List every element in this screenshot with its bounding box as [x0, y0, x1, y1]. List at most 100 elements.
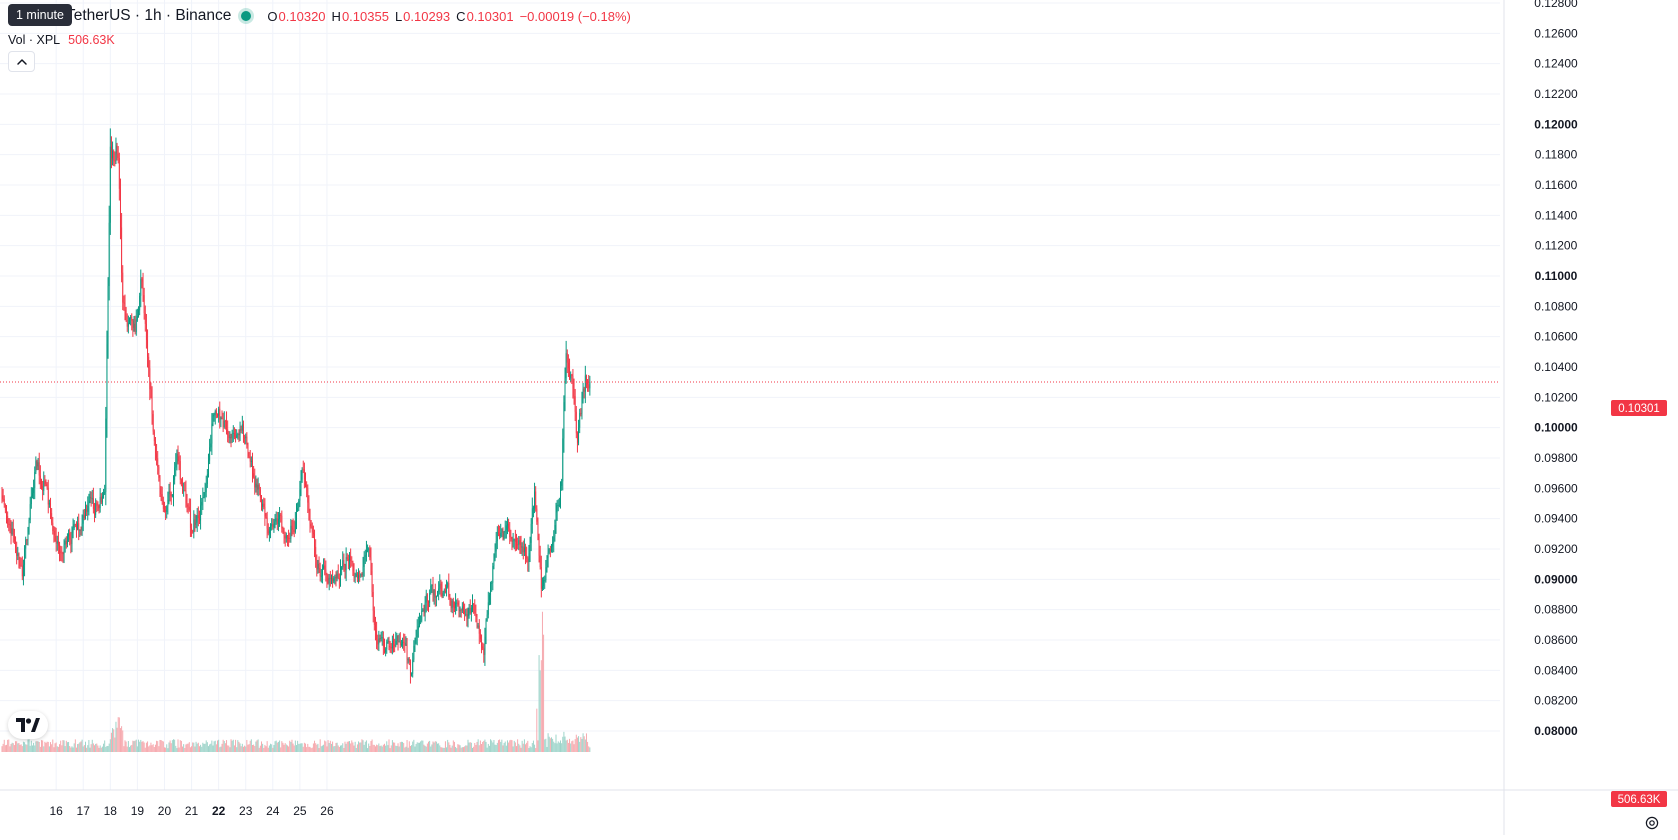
- open-label: O: [267, 8, 278, 24]
- volume-bar: [408, 741, 410, 752]
- volume-label[interactable]: Vol · XPL: [8, 33, 61, 47]
- volume-bar: [213, 741, 215, 752]
- volume-bar: [214, 740, 216, 752]
- candle-body: [377, 639, 379, 645]
- candle-body: [490, 583, 492, 596]
- candle-body: [458, 604, 460, 612]
- tradingview-logo[interactable]: [8, 711, 48, 739]
- candle-body: [141, 278, 143, 282]
- volume-bar: [353, 745, 355, 752]
- y-tick-label: 0.09800: [1534, 451, 1578, 465]
- candle-body: [257, 484, 259, 490]
- volume-bar: [468, 742, 470, 752]
- candle-body: [249, 456, 251, 462]
- candle-body: [566, 353, 568, 363]
- candle-body: [285, 535, 287, 539]
- volume-bar: [46, 741, 48, 752]
- candle-body: [396, 636, 398, 641]
- time-axis[interactable]: 16 17 18 19 20 21 22 23 24 25 26: [0, 789, 1678, 818]
- candle-body: [3, 498, 5, 505]
- candle-body: [303, 469, 305, 480]
- candle-body: [41, 484, 42, 486]
- candle-body: [139, 295, 141, 311]
- candle-body: [485, 620, 487, 637]
- volume-bar: [64, 746, 66, 752]
- candle-body: [106, 344, 108, 419]
- volume-bar: [510, 739, 512, 752]
- candle-body: [476, 617, 478, 626]
- candle-body: [434, 589, 436, 598]
- volume-bar: [245, 746, 247, 752]
- candle-body: [160, 487, 162, 495]
- volume-bar: [364, 741, 366, 752]
- candle-body: [131, 316, 133, 321]
- volume-bar: [220, 746, 222, 752]
- volume-bar: [193, 742, 195, 752]
- candle-body: [321, 568, 323, 576]
- volume-bar: [544, 739, 546, 752]
- y-tick-label: 0.09000: [1534, 572, 1578, 586]
- candle-body: [11, 528, 13, 535]
- candle-body: [279, 514, 281, 520]
- candle-body: [507, 523, 508, 526]
- price-axis[interactable]: 0.12800 0.12600 0.12400 0.12200 0.12000 0.118…: [1503, 0, 1578, 835]
- change-value: −0.00019 (−0.18%): [519, 8, 631, 24]
- candle-body: [171, 495, 173, 497]
- candle-body: [540, 567, 542, 589]
- volume-bar: [179, 740, 181, 752]
- volume-bar: [279, 740, 281, 752]
- volume-bar: [496, 742, 498, 752]
- candle-body: [1, 489, 3, 496]
- volume-bar: [339, 745, 341, 752]
- candle-body: [167, 499, 169, 507]
- candle-body: [215, 410, 217, 414]
- candle-body: [481, 638, 482, 647]
- candle-body: [228, 434, 230, 439]
- volume-bar: [302, 746, 304, 752]
- symbol-title[interactable]: TetherUS · 1h · Binance: [66, 7, 232, 24]
- candle-body: [547, 552, 549, 559]
- candle-body: [8, 523, 10, 525]
- volume-bar: [115, 721, 117, 752]
- volume-bar: [202, 742, 204, 752]
- volume-bar: [92, 743, 94, 752]
- candle-body: [315, 546, 317, 560]
- volume-bar: [13, 745, 15, 752]
- candle-body: [494, 551, 496, 560]
- collapse-legend-button[interactable]: [8, 51, 35, 72]
- candle-body: [301, 469, 303, 480]
- volume-bar: [573, 744, 575, 752]
- volume-bar: [101, 746, 103, 752]
- candle-body: [223, 420, 225, 427]
- volume-bar: [553, 741, 555, 752]
- candle-body: [97, 505, 99, 508]
- volume-bar: [435, 741, 437, 752]
- candle-body: [87, 505, 89, 512]
- candle-body: [468, 608, 470, 617]
- volume-bar: [579, 741, 581, 752]
- candle-body: [289, 537, 291, 539]
- volume-bar: [429, 740, 431, 752]
- chart-settings-button[interactable]: [1642, 813, 1662, 833]
- volume-bar: [261, 741, 263, 752]
- y-tick-label: 0.12800: [1534, 0, 1578, 10]
- candle-body: [499, 534, 501, 537]
- candle-body: [164, 508, 165, 510]
- volume-bar: [108, 743, 110, 752]
- market-status-icon[interactable]: [241, 11, 252, 21]
- volume-bar: [37, 741, 39, 752]
- volume-bar: [122, 730, 124, 752]
- candle-body: [298, 500, 300, 508]
- candle-body: [195, 522, 197, 525]
- volume-bar: [444, 741, 446, 752]
- candle-body: [243, 424, 244, 438]
- candle-body: [188, 506, 190, 510]
- volume-bar: [189, 747, 191, 752]
- candle-body: [442, 592, 444, 597]
- volume-bar: [345, 743, 347, 752]
- volume-bar: [183, 744, 185, 752]
- volume-bar: [452, 740, 454, 752]
- candle-body: [127, 322, 129, 327]
